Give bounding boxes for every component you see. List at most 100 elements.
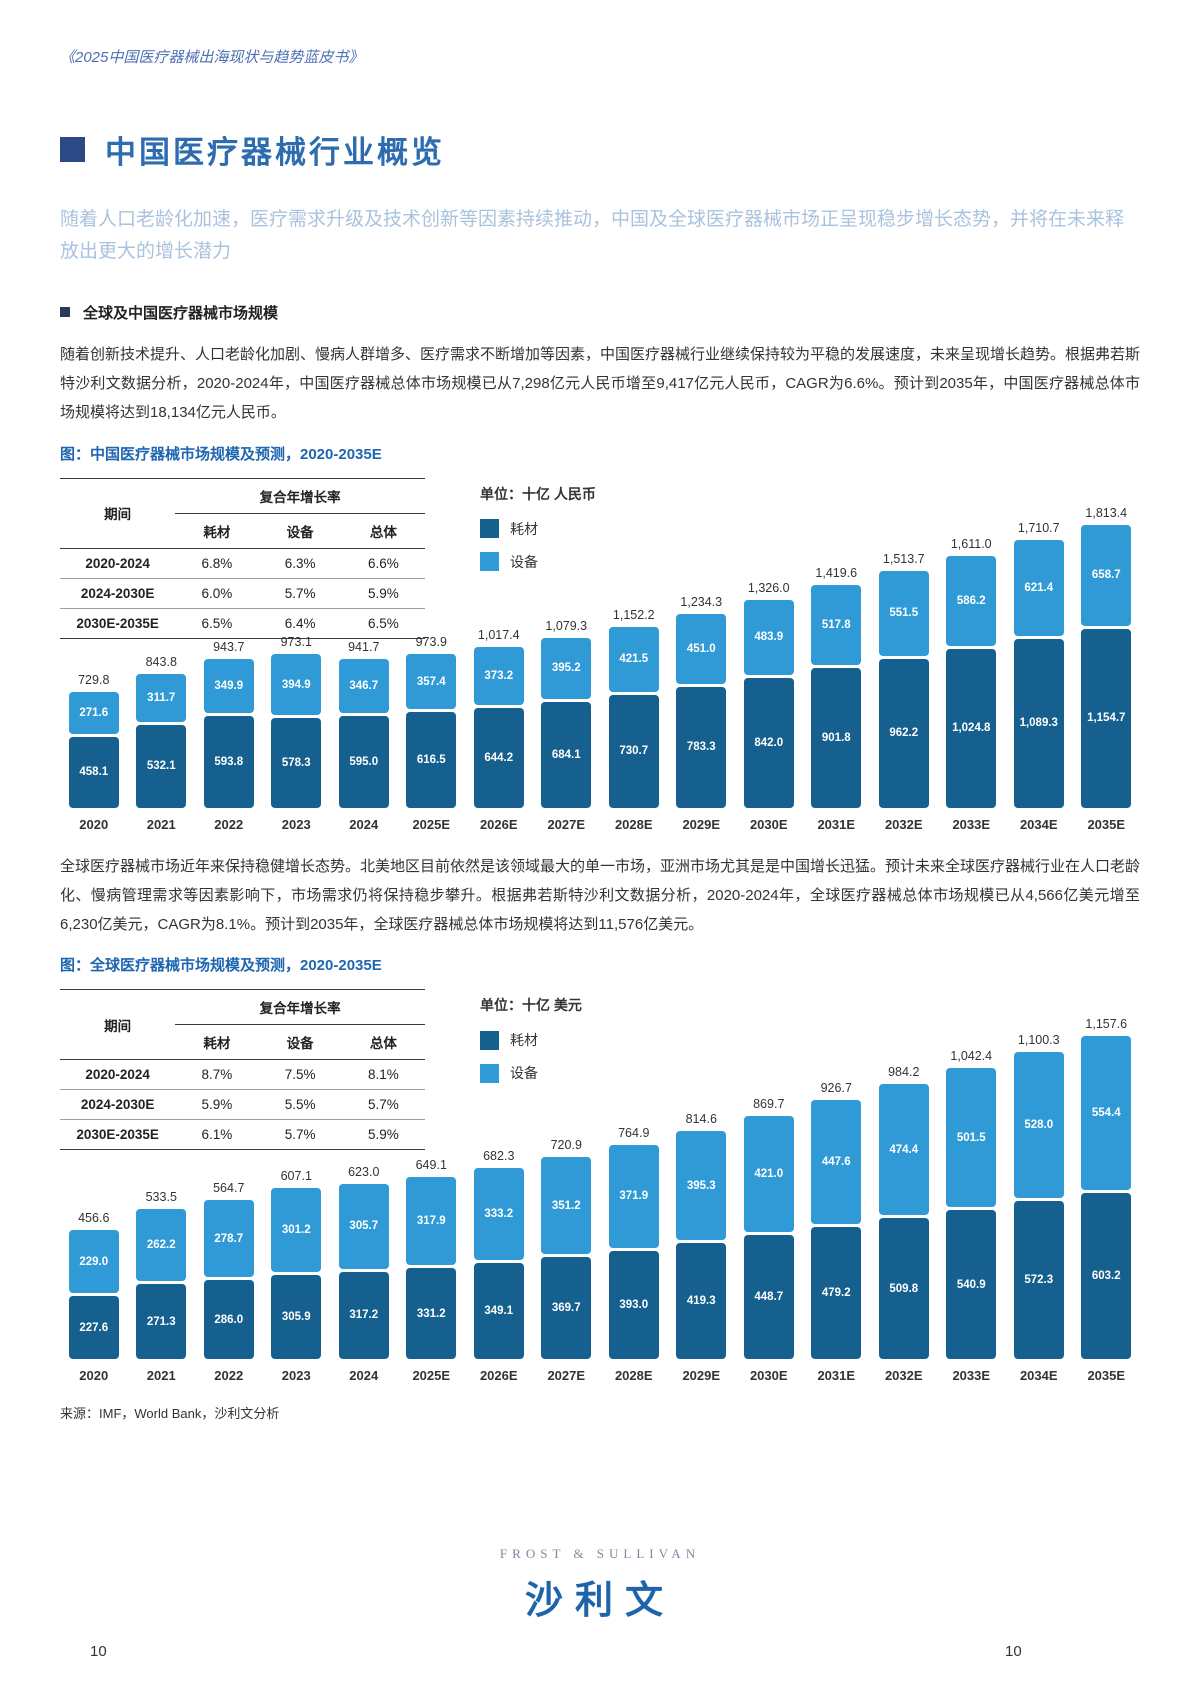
x-axis-label: 2029E: [682, 1368, 721, 1384]
x-axis-label: 2031E: [817, 816, 856, 832]
legend-swatch-icon: [480, 519, 499, 539]
legend-swatch-icon: [480, 1030, 499, 1050]
bar-segment-equipment: 395.3: [676, 1131, 727, 1241]
bar-segment-consumables: 419.3: [676, 1243, 727, 1360]
cagr-value-cell: 6.3%: [258, 548, 342, 579]
legend-box: 单位：十亿 美元 耗材设备: [480, 995, 582, 1096]
legend-item: 耗材: [480, 519, 596, 539]
cagr-value-cell: 6.0%: [175, 578, 259, 609]
legend-item: 耗材: [480, 1030, 582, 1050]
cagr-period-cell: 2020-2024: [60, 548, 176, 579]
bar-total-label: 564.7: [213, 1181, 245, 1196]
bar-total-label: 926.7: [820, 1081, 852, 1096]
bar-total-label: 649.1: [415, 1157, 447, 1172]
bar-column: 720.9 351.2 369.7 2027E: [533, 1138, 601, 1387]
x-axis-label: 2034E: [1019, 816, 1058, 832]
bars-row: 456.6 229.0 227.6 2020 533.5 262.2 271.3 2021 56…: [60, 1017, 1140, 1387]
bar-stack: 1,079.3 395.2 684.1: [541, 618, 592, 808]
cagr-value-cell: 6.8%: [175, 548, 259, 579]
x-axis-label: 2023: [281, 816, 311, 832]
chart-area: 期间 复合年增长率耗材设备 总体 2020-2024 8.7% 7.5% 8.1% 2024-…: [60, 987, 1140, 1387]
x-axis-label: 2024: [349, 816, 379, 832]
chart-area: 期间 复合年增长率 耗材 设备 总体 2020-2024 6.8% 6.3% 6.6% 2024-…: [60, 476, 1140, 836]
bar-segment-consumables: 603.2: [1081, 1192, 1132, 1360]
title-bullet-icon: [60, 137, 85, 162]
x-axis-label: 2025E: [412, 1368, 451, 1384]
bar-segment-consumables: 616.5: [406, 712, 457, 808]
bar-column: 869.7 421.0 448.7 2030E: [735, 1097, 803, 1387]
legend-item: 设备: [480, 552, 596, 572]
bar-segment-equipment: 351.2: [541, 1157, 592, 1255]
bar-stack: 984.2 474.4 509.8: [878, 1065, 929, 1360]
bar-segment-consumables: 783.3: [676, 686, 727, 808]
bar-segment-equipment: 658.7: [1081, 524, 1132, 627]
bar-column: 1,079.3 395.2 684.1 2027E: [533, 619, 601, 836]
bar-segment-consumables: 540.9: [946, 1209, 997, 1360]
cagr-data-row: 2024-2030E 5.9% 5.5% 5.7%: [60, 1089, 425, 1121]
cagr-header-row: 期间 复合年增长率: [60, 989, 425, 1061]
bar-column: 1,813.4 658.7 1,154.7 2035E: [1073, 506, 1141, 836]
chart-caption: 图：中国医疗器械市场规模及预测，2020-2035E: [60, 445, 382, 463]
bar-column: 1,326.0 483.9 842.0 2030E: [735, 581, 803, 836]
bar-total-label: 1,419.6: [815, 566, 858, 581]
bar-total-label: 943.7: [213, 639, 245, 654]
bar-column: 649.1 317.9 331.2 2025E: [398, 1158, 466, 1387]
bar-segment-equipment: 349.9: [203, 658, 254, 713]
bar-segment-equipment: 586.2: [946, 555, 997, 647]
cagr-data-row: 2030E-2035E 6.1% 5.7% 5.9%: [60, 1119, 425, 1151]
cagr-column-header: 总体: [341, 1024, 425, 1061]
section-heading-row: 全球及中国医疗器械市场规模: [60, 302, 1140, 323]
paragraph-global-market: 全球医疗器械市场近年来保持稳健增长态势。北美地区目前依然是该领域最大的单一市场，…: [60, 857, 1141, 934]
bar-total-label: 1,079.3: [545, 618, 588, 633]
bar-total-label: 843.8: [145, 655, 177, 670]
bar-segment-equipment: 317.9: [406, 1176, 457, 1265]
bar-segment-equipment: 394.9: [271, 654, 322, 716]
bar-segment-equipment: 333.2: [473, 1167, 524, 1260]
bar-segment-consumables: 349.1: [473, 1262, 524, 1360]
x-axis-label: 2030E: [749, 816, 788, 832]
bar-stack: 926.7 447.6 479.2: [811, 1081, 862, 1360]
bar-stack: 869.7 421.0 448.7: [743, 1097, 794, 1360]
bar-segment-equipment: 474.4: [878, 1084, 929, 1216]
bar-segment-equipment: 551.5: [878, 570, 929, 656]
x-axis-label: 2033E: [952, 816, 991, 832]
cagr-value-cell: 5.5%: [258, 1089, 342, 1121]
bar-total-label: 682.3: [483, 1148, 515, 1163]
bar-total-label: 973.9: [415, 635, 447, 650]
bar-column: 984.2 474.4 509.8 2032E: [870, 1065, 938, 1387]
bar-total-label: 941.7: [348, 640, 380, 655]
bar-column: 941.7 346.7 595.0 2024: [330, 640, 398, 835]
legend-label: 设备: [510, 553, 538, 570]
bar-segment-consumables: 901.8: [811, 668, 862, 808]
bar-segment-consumables: 578.3: [271, 718, 322, 808]
cagr-value-cell: 5.9%: [341, 578, 425, 609]
bar-segment-consumables: 448.7: [743, 1235, 794, 1360]
bar-segment-equipment: 554.4: [1081, 1036, 1132, 1190]
bar-total-label: 1,710.7: [1017, 521, 1060, 536]
bar-total-label: 1,017.4: [477, 628, 520, 643]
unit-label: 单位：十亿 人民币: [480, 485, 596, 502]
bar-segment-equipment: 395.2: [541, 637, 592, 699]
bar-stack: 682.3 333.2 349.1: [473, 1148, 524, 1360]
bar-column: 564.7 278.7 286.0 2022: [195, 1181, 263, 1387]
title-row: 中国医疗器械行业概览: [60, 127, 1140, 172]
bar-total-label: 720.9: [550, 1138, 582, 1153]
bar-segment-consumables: 1,154.7: [1081, 629, 1132, 808]
subtitle: 随着人口老龄化加速，医疗需求升级及技术创新等因素持续推动，中国及全球医疗器械市场…: [60, 209, 1125, 262]
cagr-value-cell: 6.1%: [175, 1119, 259, 1151]
x-axis-label: 2021: [146, 1368, 176, 1384]
unit-label: 单位：十亿 美元: [480, 997, 582, 1014]
bar-column: 682.3 333.2 349.1 2026E: [465, 1149, 533, 1388]
legend-label: 设备: [510, 1065, 538, 1082]
bar-column: 1,152.2 421.5 730.7 2028E: [600, 608, 668, 836]
cagr-data-row: 2020-2024 8.7% 7.5% 8.1%: [60, 1059, 425, 1091]
x-axis-label: 2020: [79, 816, 109, 832]
bar-column: 1,157.6 554.4 603.2 2035E: [1073, 1017, 1141, 1387]
bar-total-label: 1,813.4: [1085, 505, 1128, 520]
legend: 耗材设备: [480, 1030, 582, 1083]
bar-stack: 607.1 301.2 305.9: [271, 1169, 322, 1360]
bar-column: 973.1 394.9 578.3 2023: [263, 635, 331, 835]
bar-column: 533.5 262.2 271.3 2021: [128, 1190, 196, 1388]
bar-column: 843.8 311.7 532.1 2021: [128, 655, 196, 835]
